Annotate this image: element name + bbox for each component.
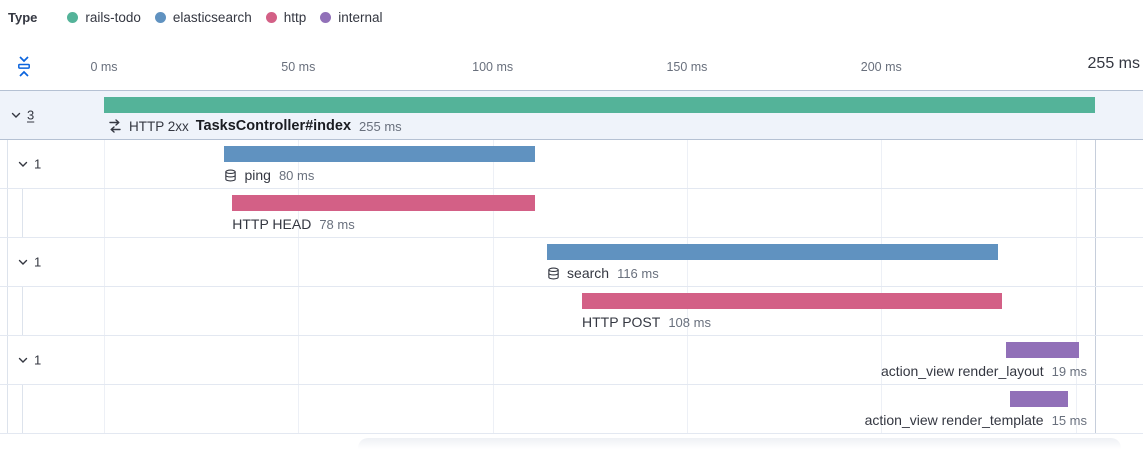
span-label[interactable]: search 116 ms [547,265,659,281]
legend-label: internal [338,10,383,25]
legend-label: http [283,10,307,25]
database-icon [548,267,559,279]
gridline [492,90,494,434]
span-name: TasksController#index [195,118,352,134]
span-name: action_view render_template [864,412,1044,428]
trace-duration-label: 255 ms [1087,55,1140,72]
chevron-down-icon [18,259,28,265]
legend-dot [154,12,166,23]
span-bar[interactable] [224,146,536,162]
indent-guide [22,385,23,433]
axis-tick-label: 200 ms [860,60,902,74]
span-duration: 80 ms [278,167,315,183]
legend-item[interactable]: elasticsearch [154,10,252,25]
span-name: HTTP POST [582,314,661,330]
span-bar[interactable] [232,195,536,211]
legend-dot [320,12,332,23]
span-bar[interactable] [1009,391,1068,407]
gridline [1075,90,1077,434]
span-label[interactable]: HTTP 2xx TasksController#index 255 ms [108,118,402,134]
span-duration: 15 ms [1051,412,1087,428]
database-icon [225,169,237,181]
span-duration: 78 ms [319,216,355,232]
axis-tick-label: 100 ms [472,60,514,74]
span-duration: 255 ms [359,118,402,134]
gridline [298,90,300,434]
waterfall-rows: 3 HTTP 2xx TasksController#index 255 ms … [0,90,1143,434]
children-count: 3 [27,107,35,123]
span-bar[interactable] [1005,342,1080,358]
grid-layer [0,90,1143,434]
legend-item[interactable]: internal [320,10,383,25]
span-name: HTTP HEAD [232,216,312,232]
span-duration: 19 ms [1051,363,1087,379]
span-name: ping [244,167,271,183]
toggle-children-button[interactable]: 1 [17,353,41,368]
panel-shadow [358,438,1121,449]
waterfall-row: 1 action_view render_layout 19 ms [0,336,1143,385]
indent-guide [22,287,23,335]
waterfall-row: 1 search 116 ms [0,238,1143,287]
span-bar[interactable] [582,293,1002,309]
trace-end-line [1095,90,1096,434]
children-count: 1 [34,254,42,270]
span-label[interactable]: HTTP POST 108 ms [582,314,711,330]
legend-title: Type [8,10,38,25]
chevron-down-icon [18,161,28,167]
waterfall-row: HTTP HEAD 78 ms [0,189,1143,238]
axis-tick-label: 50 ms [281,60,316,74]
gridline [686,90,688,434]
children-count: 1 [34,156,42,172]
legend-item[interactable]: http [265,10,307,25]
transaction-bar[interactable] [104,97,1095,113]
toggle-children-button[interactable]: 1 [17,255,41,270]
axis-tick-label: 0 ms [90,60,118,74]
legend-dot [265,12,277,23]
span-label[interactable]: action_view render_template 15 ms [865,412,1087,428]
span-prefix: HTTP 2xx [129,118,189,134]
waterfall-chart: 3 HTTP 2xx TasksController#index 255 ms … [0,90,1143,434]
span-label[interactable]: action_view render_layout 19 ms [881,363,1087,379]
legend-dot [67,12,79,23]
chevron-down-icon [11,112,21,118]
legend-label: elasticsearch [172,10,252,25]
gridline [104,90,105,434]
span-duration: 108 ms [668,314,711,330]
children-count: 1 [34,352,42,368]
gridline [881,90,883,434]
waterfall-row: action_view render_template 15 ms [0,385,1143,434]
legend-item[interactable]: rails-todo [67,10,141,25]
axis-tick-label: 150 ms [666,60,708,74]
indent-guide [7,140,8,434]
indent-guide [22,189,23,237]
toggle-children-button[interactable]: 1 [17,157,41,172]
type-legend: Type rails-todo elasticsearch http inter… [8,10,383,25]
span-duration: 116 ms [617,265,659,281]
waterfall-row: 3 HTTP 2xx TasksController#index 255 ms [0,90,1143,140]
waterfall-row: 1 ping 80 ms [0,140,1143,189]
transaction-icon [109,119,121,133]
waterfall-row: HTTP POST 108 ms [0,287,1143,336]
legend-items: rails-todo elasticsearch http internal [67,10,383,25]
toggle-children-button[interactable]: 3 [10,108,34,123]
legend-label: rails-todo [85,10,141,25]
span-name: search [567,265,610,281]
span-bar[interactable] [547,244,998,260]
span-label[interactable]: ping 80 ms [224,167,314,183]
span-name: action_view render_layout [880,363,1044,379]
span-label[interactable]: HTTP HEAD 78 ms [232,216,355,232]
chevron-down-icon [18,357,28,363]
fold-icon [18,56,30,77]
collapse-timeline-button[interactable] [16,55,32,78]
